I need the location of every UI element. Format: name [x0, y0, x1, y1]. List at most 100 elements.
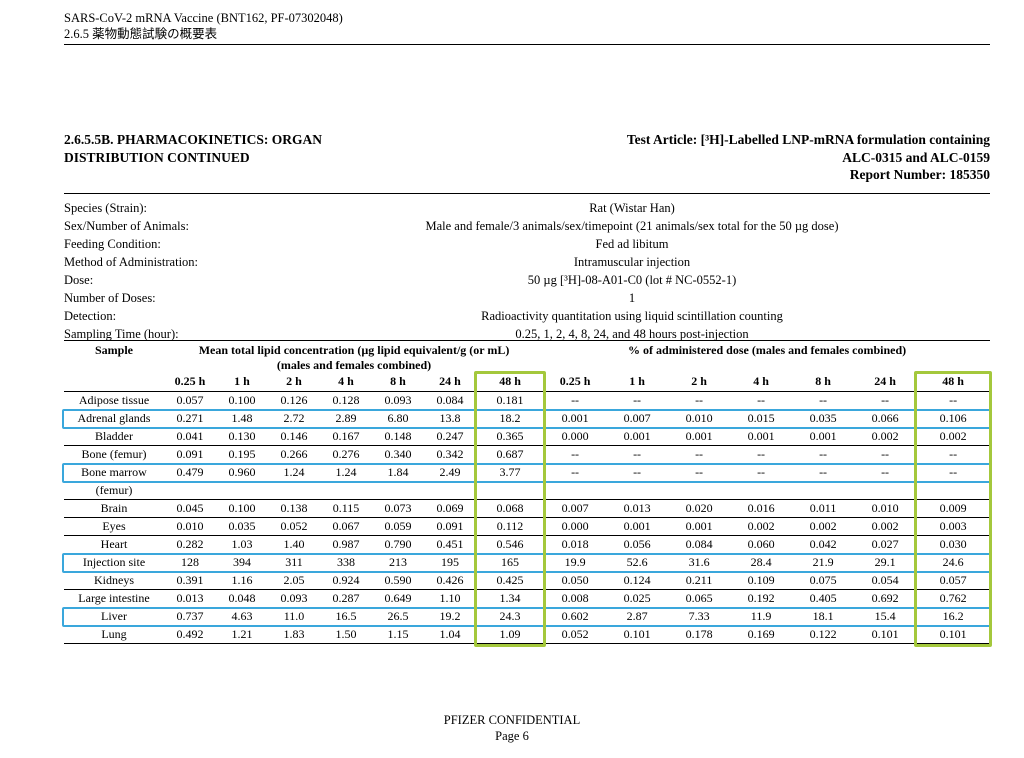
metadata-row: Number of Doses: 1 [64, 289, 990, 307]
value-cell: 0.052 [268, 517, 320, 536]
concentration-group-header: Mean total lipid concentration (µg lipid… [164, 341, 544, 374]
header-divider [64, 44, 990, 45]
value-cell: 0.365 [476, 427, 545, 446]
value-cell: 19.2 [424, 607, 476, 626]
value-cell [854, 481, 917, 500]
value-cell: 0.169 [730, 625, 793, 644]
section-title: 2.6.5.5B. PHARMACOKINETICS: ORGAN DISTRI… [64, 131, 322, 184]
value-cell: 31.6 [668, 553, 731, 572]
value-cell: 1.34 [476, 589, 545, 608]
value-cell: 0.001 [668, 427, 731, 446]
value-cell: 0.007 [606, 409, 669, 428]
value-cell: 0.590 [372, 571, 424, 590]
title-divider [64, 193, 990, 194]
sample-cell: Brain [64, 499, 164, 518]
value-cell: 0.101 [606, 625, 669, 644]
value-cell: 2.72 [268, 409, 320, 428]
table-row: Bone marrow 0.479 0.960 1.24 1.24 1.84 2.49 3.7… [64, 463, 991, 482]
value-cell: -- [544, 463, 607, 482]
document-header-line2: 2.6.5 薬物動態試験の概要表 [64, 27, 218, 41]
value-cell: 0.987 [320, 535, 372, 554]
value-cell: -- [916, 463, 991, 482]
value-cell: 0.106 [916, 409, 991, 428]
value-cell: 311 [268, 553, 320, 572]
time-header-cell: 4 h [753, 374, 769, 388]
metadata-row: Dose: 50 µg [³H]-08-A01-C0 (lot # NC-0552… [64, 271, 990, 289]
value-cell: 1.40 [268, 535, 320, 554]
table-row: Large intestine 0.013 0.048 0.093 0.287 0.649… [64, 589, 991, 608]
value-cell: 0.138 [268, 499, 320, 518]
value-cell: 0.020 [668, 499, 731, 518]
value-cell: 24.3 [476, 607, 545, 626]
value-cell: 1.03 [216, 535, 268, 554]
time-header-cell: 0.25 h [559, 374, 591, 388]
value-cell: 0.247 [424, 427, 476, 446]
sample-column-header: Sample [94, 343, 133, 357]
value-cell: -- [854, 463, 917, 482]
time-header-cell: 1 h [629, 374, 645, 388]
value-cell: 1.04 [424, 625, 476, 644]
section-title-line1: 2.6.5.5B. PHARMACOKINETICS: ORGAN [64, 132, 323, 147]
value-cell: 16.2 [916, 607, 991, 626]
value-cell: 0.001 [730, 427, 793, 446]
metadata-list: Species (Strain): Rat (Wistar Han) Sex/Num… [64, 199, 990, 343]
table-body: Adipose tissue 0.057 0.100 0.126 0.128 0.093 0… [64, 392, 991, 644]
metadata-label: Detection: [64, 309, 117, 323]
value-cell: 0.271 [164, 409, 216, 428]
value-cell: -- [819, 393, 828, 407]
value-cell: 1.15 [372, 625, 424, 644]
metadata-label: Dose: [64, 273, 94, 287]
value-cell: 0.002 [854, 427, 917, 446]
value-cell: 1.10 [424, 589, 476, 608]
value-cell: 19.9 [544, 553, 607, 572]
time-header-cell: 0.25 h [174, 374, 206, 388]
concentration-group-header-line1: Mean total lipid concentration (µg lipid… [198, 343, 510, 357]
time-header-cell: 2 h [286, 374, 302, 388]
value-cell [476, 481, 545, 500]
value-cell: 7.33 [668, 607, 731, 626]
value-cell: 0.048 [216, 589, 268, 608]
metadata-value: Intramuscular injection [573, 255, 691, 269]
value-cell: 0.035 [792, 409, 855, 428]
table-row: Lung 0.492 1.21 1.83 1.50 1.15 1.04 1.09 0.052 0.… [64, 625, 991, 644]
value-cell: 0.010 [854, 499, 917, 518]
value-cell: 0.075 [792, 571, 855, 590]
value-cell: 0.011 [792, 499, 855, 518]
metadata-label: Species (Strain): [64, 201, 147, 215]
metadata-label: Feeding Condition: [64, 237, 161, 251]
value-cell: 0.007 [544, 499, 607, 518]
table-row: Brain 0.045 0.100 0.138 0.115 0.073 0.069 0.068… [64, 499, 991, 518]
value-cell: -- [854, 445, 917, 464]
value-cell: 1.50 [320, 625, 372, 644]
metadata-label: Number of Doses: [64, 291, 156, 305]
value-cell: 2.89 [320, 409, 372, 428]
value-cell: 0.687 [476, 445, 545, 464]
value-cell: -- [730, 463, 793, 482]
value-cell: 0.924 [320, 571, 372, 590]
value-cell: 0.057 [176, 393, 204, 407]
value-cell: 0.276 [320, 445, 372, 464]
value-cell: 0.002 [792, 517, 855, 536]
value-cell: 0.069 [424, 499, 476, 518]
value-cell: 0.003 [916, 517, 991, 536]
value-cell: 0.181 [496, 393, 524, 407]
metadata-value: 50 µg [³H]-08-A01-C0 (lot # NC-0552-1) [527, 273, 737, 287]
value-cell: 0.054 [854, 571, 917, 590]
value-cell: 0.100 [228, 393, 256, 407]
value-cell: 24.6 [916, 553, 991, 572]
metadata-label: Method of Administration: [64, 255, 199, 269]
value-cell: 0.126 [280, 393, 308, 407]
value-cell: -- [606, 463, 669, 482]
value-cell: 0.282 [164, 535, 216, 554]
value-cell: -- [668, 463, 731, 482]
value-cell: 2.49 [424, 463, 476, 482]
value-cell: 0.112 [476, 517, 545, 536]
value-cell: 0.115 [320, 499, 372, 518]
value-cell: 0.109 [730, 571, 793, 590]
percent-group-header: % of administered dose (males and female… [628, 343, 907, 357]
value-cell: 0.001 [606, 517, 669, 536]
sample-cell: Lung [64, 625, 164, 644]
value-cell: 0.015 [730, 409, 793, 428]
document-header-line1: SARS-CoV-2 mRNA Vaccine (BNT162, PF-0730… [64, 11, 343, 25]
sample-cell: Bladder [64, 427, 164, 446]
